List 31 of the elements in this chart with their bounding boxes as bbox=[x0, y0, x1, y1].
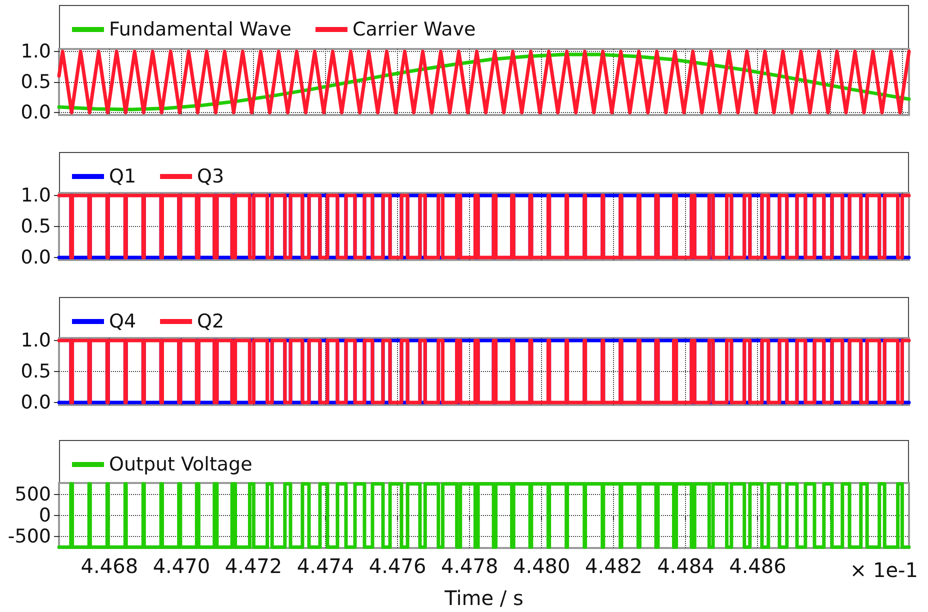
x-tick-label: 4.486 bbox=[729, 554, 786, 578]
x-tick-label: 4.482 bbox=[585, 554, 642, 578]
y-tick-label: 500 bbox=[14, 484, 51, 506]
y-tick-label: 1.0 bbox=[20, 40, 51, 62]
y-tick-label: 0.5 bbox=[20, 216, 51, 238]
x-tick-label: 4.484 bbox=[657, 554, 714, 578]
legend-label: Q3 bbox=[197, 166, 224, 188]
x-tick-label: 4.472 bbox=[224, 554, 282, 578]
y-tick-label: 0.0 bbox=[20, 102, 51, 124]
y-tick-label: -500 bbox=[8, 525, 51, 548]
x-tick-label: 4.474 bbox=[296, 554, 354, 578]
legend-label: Q1 bbox=[109, 166, 136, 188]
x-tick-label: 4.470 bbox=[152, 554, 210, 578]
y-tick-label: 0.0 bbox=[20, 246, 51, 269]
x-tick-label: 4.468 bbox=[80, 554, 138, 578]
x-axis-title: Time / s bbox=[444, 586, 524, 610]
y-tick-label: 0.0 bbox=[20, 392, 51, 414]
y-tick-label: 1.0 bbox=[20, 329, 51, 352]
text: × 1e-1 bbox=[850, 558, 918, 582]
legend-label: Fundamental Wave bbox=[109, 18, 292, 40]
legend-label: Carrier Wave bbox=[352, 18, 476, 40]
x-tick-label: 4.476 bbox=[368, 554, 426, 578]
legend-label: Output Voltage bbox=[109, 454, 252, 476]
legend-label: Q4 bbox=[109, 310, 136, 332]
y-tick-label: 1.0 bbox=[20, 184, 51, 206]
legend-label: Q2 bbox=[197, 310, 224, 332]
y-tick-label: 0.5 bbox=[20, 71, 51, 93]
y-tick-label: 0.5 bbox=[20, 360, 51, 382]
x-tick-label: 4.478 bbox=[440, 554, 498, 578]
y-tick-label: 0 bbox=[38, 504, 51, 526]
x-tick-label: 4.480 bbox=[512, 554, 570, 578]
